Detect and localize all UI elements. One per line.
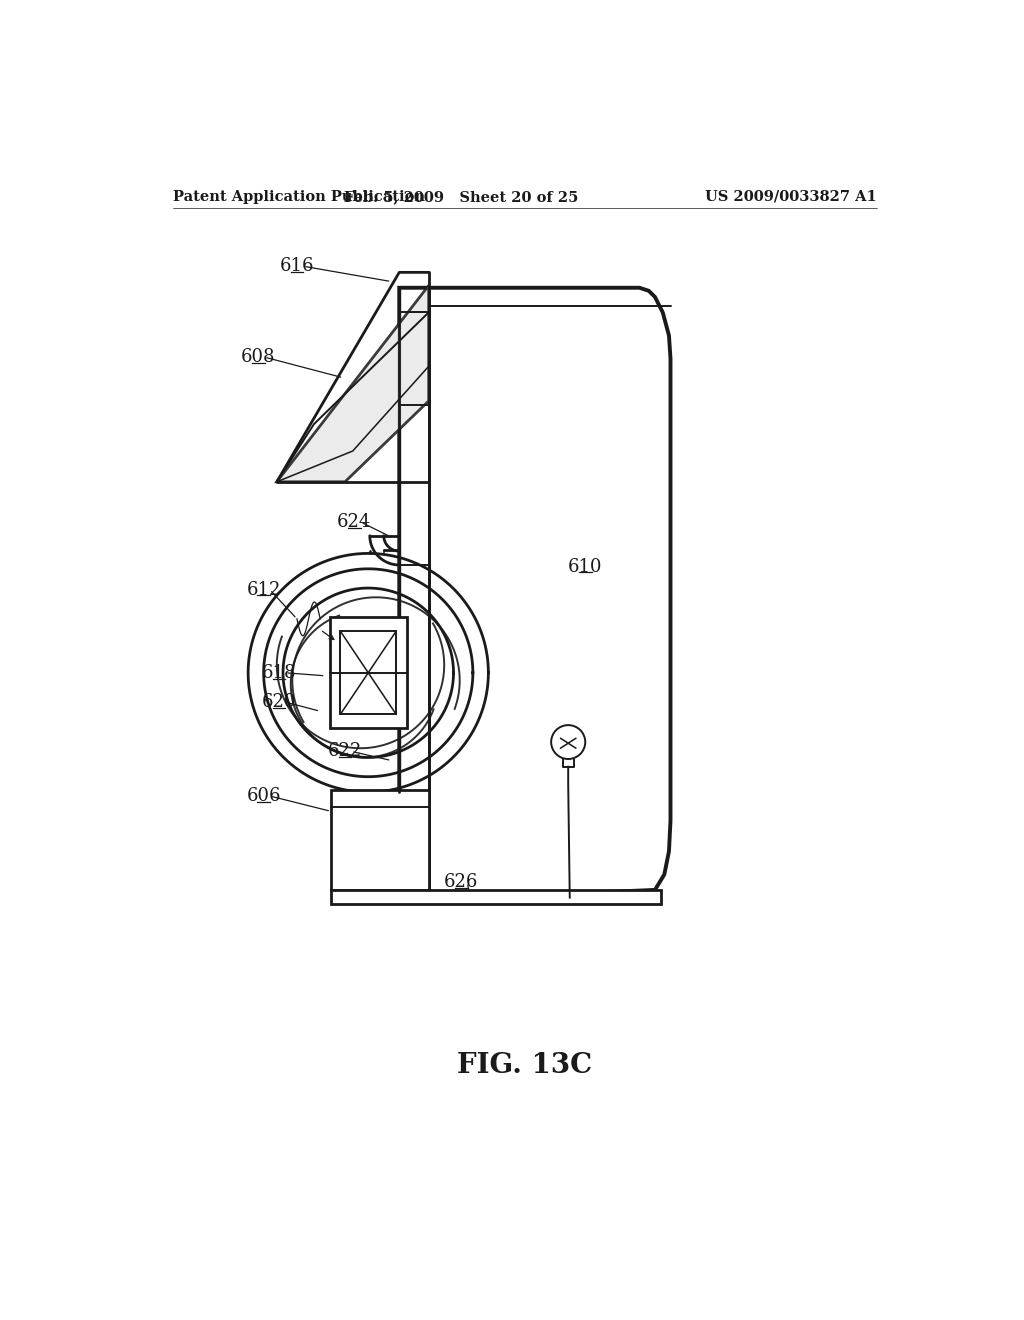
Text: Patent Application Publication: Patent Application Publication (173, 190, 425, 203)
Polygon shape (276, 285, 429, 482)
Text: 616: 616 (280, 257, 314, 275)
Text: 626: 626 (444, 874, 478, 891)
Bar (330, 618, 407, 729)
Text: FIG. 13C: FIG. 13C (458, 1052, 592, 1078)
Text: 612: 612 (247, 581, 281, 598)
Polygon shape (399, 288, 671, 898)
Text: 624: 624 (337, 513, 372, 531)
Text: 618: 618 (262, 664, 296, 681)
Text: US 2009/0033827 A1: US 2009/0033827 A1 (705, 190, 877, 203)
Text: 610: 610 (568, 557, 602, 576)
Text: 620: 620 (262, 693, 296, 711)
Bar (331, 890, 662, 904)
Bar (340, 631, 396, 714)
Bar (331, 789, 429, 890)
Text: 608: 608 (241, 348, 275, 366)
Text: 606: 606 (247, 787, 281, 805)
Circle shape (551, 725, 586, 759)
Text: Feb. 5, 2009   Sheet 20 of 25: Feb. 5, 2009 Sheet 20 of 25 (344, 190, 579, 203)
Text: 622: 622 (328, 742, 362, 760)
